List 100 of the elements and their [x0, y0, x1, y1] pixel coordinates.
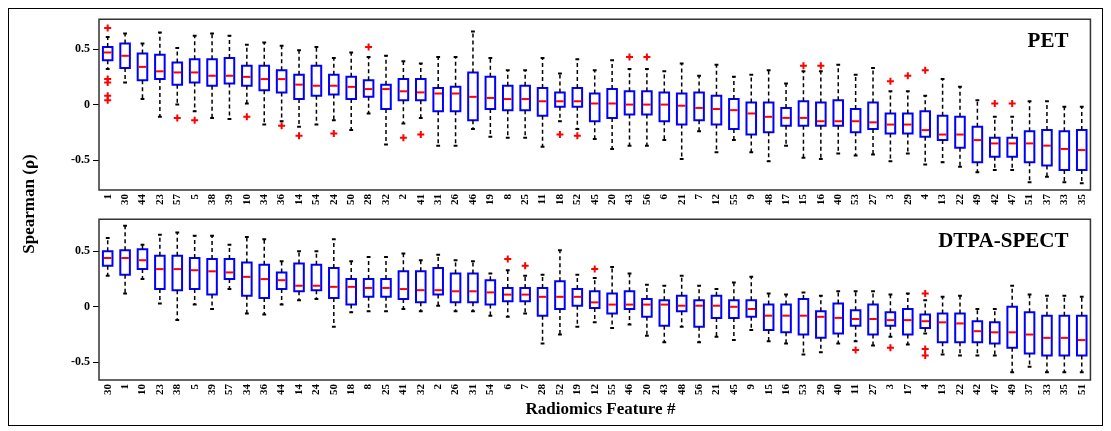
- x-tick-label: 34: [257, 193, 270, 205]
- x-tick-label: 46: [622, 383, 635, 395]
- x-tick-label: 14: [291, 193, 304, 205]
- x-tick-label: 21: [709, 384, 722, 395]
- x-tick-label: 17: [900, 383, 913, 395]
- x-tick-label: 11: [535, 194, 548, 205]
- x-tick-label: 7: [691, 193, 704, 200]
- x-tick-label: 10: [239, 193, 252, 205]
- x-tick-label: 10: [135, 383, 148, 395]
- y-axis-title: Spearman (ρ): [19, 154, 39, 254]
- x-tick-label: 12: [587, 383, 600, 395]
- x-tick-label: 2: [431, 383, 444, 390]
- x-tick-label: 41: [396, 384, 409, 395]
- x-tick-label: 22: [952, 383, 965, 395]
- x-tick-label: 12: [709, 193, 722, 205]
- x-tick-label: 54: [309, 193, 322, 205]
- x-tick-label: 5: [187, 383, 200, 390]
- x-tick-label: 56: [691, 383, 704, 395]
- x-tick-label: 21: [674, 194, 687, 205]
- x-tick-label: 3: [883, 193, 896, 200]
- x-tick-label: 50: [326, 383, 339, 395]
- x-tick-label: 55: [726, 193, 739, 205]
- x-tick-label: 45: [587, 193, 600, 205]
- x-tick-label: 15: [761, 383, 774, 395]
- x-tick-label: 44: [274, 383, 287, 395]
- x-tick-label: 33: [1057, 193, 1070, 205]
- x-tick-label: 8: [500, 193, 513, 200]
- x-tick-label: 52: [570, 193, 583, 205]
- x-tick-label: 31: [431, 194, 444, 205]
- x-tick-label: 35: [1074, 193, 1087, 205]
- x-tick-label: 19: [570, 383, 583, 395]
- x-tick-label: 45: [726, 383, 739, 395]
- x-tick-label: 4: [918, 383, 931, 390]
- x-tick-label: 30: [100, 383, 113, 395]
- x-tick-label: 25: [517, 193, 530, 205]
- x-tick-label: 53: [796, 383, 809, 395]
- x-tick-label: 51: [1022, 194, 1035, 205]
- x-tick-label: 17: [778, 193, 791, 205]
- chart-title: DTPA-SPECT: [938, 228, 1069, 253]
- x-tick-label: 54: [483, 383, 496, 395]
- x-tick-label: 7: [517, 383, 530, 390]
- x-tick-label: 20: [639, 383, 652, 395]
- x-tick-label: 34: [239, 383, 252, 395]
- x-tick-label: 1: [117, 384, 130, 390]
- x-tick-label: 49: [1005, 383, 1018, 395]
- x-tick-label: 26: [448, 193, 461, 205]
- x-tick-label: 55: [604, 383, 617, 395]
- x-tick-label: 23: [152, 383, 165, 395]
- x-tick-label: 25: [378, 383, 391, 395]
- x-tick-label: 1: [100, 194, 113, 200]
- x-tick-label: 36: [257, 383, 270, 395]
- x-tick-label: 23: [152, 193, 165, 205]
- x-tick-label: 16: [813, 193, 826, 205]
- x-tick-label: 47: [1005, 193, 1018, 205]
- x-tick-label: 38: [170, 383, 183, 395]
- x-tick-label: 28: [361, 193, 374, 205]
- x-tick-label: 48: [674, 383, 687, 395]
- x-tick-label: 42: [970, 383, 983, 395]
- x-tick-label: 20: [604, 193, 617, 205]
- x-tick-label: 13: [935, 383, 948, 395]
- x-tick-label: 27: [865, 193, 878, 205]
- x-tick-label: 19: [483, 193, 496, 205]
- x-tick-label: 38: [204, 193, 217, 205]
- x-tick-label: 52: [552, 383, 565, 395]
- x-tick-label: 35: [1057, 383, 1070, 395]
- x-tick-label: 9: [744, 383, 757, 390]
- x-tick-label: 24: [309, 383, 322, 395]
- x-tick-label: 14: [291, 383, 304, 395]
- x-tick-label: 40: [831, 193, 844, 205]
- x-tick-label: 6: [500, 383, 513, 390]
- x-tick-label: 33: [1039, 383, 1052, 395]
- x-tick-label: 37: [1039, 193, 1052, 205]
- y-tick-label: 0: [84, 298, 90, 313]
- x-tick-label: 36: [274, 193, 287, 205]
- x-tick-label: 4: [918, 193, 931, 200]
- x-tick-label: 57: [222, 383, 235, 395]
- x-tick-label: 42: [987, 193, 1000, 205]
- y-tick-label: 0.5: [75, 41, 90, 56]
- x-tick-label: 41: [413, 194, 426, 205]
- x-tick-label: 30: [117, 193, 130, 205]
- x-tick-label: 32: [378, 193, 391, 205]
- x-tick-label: 27: [865, 383, 878, 395]
- x-tick-label: 16: [778, 383, 791, 395]
- x-tick-label: 24: [326, 193, 339, 205]
- x-tick-label: 29: [900, 193, 913, 205]
- chart-title: PET: [1027, 28, 1069, 53]
- x-tick-label: 43: [622, 193, 635, 205]
- x-tick-label: 28: [535, 383, 548, 395]
- x-tick-label: 50: [344, 193, 357, 205]
- x-tick-label: 3: [883, 383, 896, 390]
- x-tick-label: 22: [952, 193, 965, 205]
- x-tick-label: 47: [987, 383, 1000, 395]
- x-tick-label: 2: [396, 193, 409, 200]
- y-tick-label: -0.5: [71, 354, 90, 369]
- x-tick-label: 39: [222, 193, 235, 205]
- x-tick-label: 37: [1022, 383, 1035, 395]
- x-tick-label: 49: [970, 193, 983, 205]
- x-tick-label: 18: [344, 383, 357, 395]
- x-tick-label: 13: [935, 193, 948, 205]
- x-tick-label: 53: [848, 193, 861, 205]
